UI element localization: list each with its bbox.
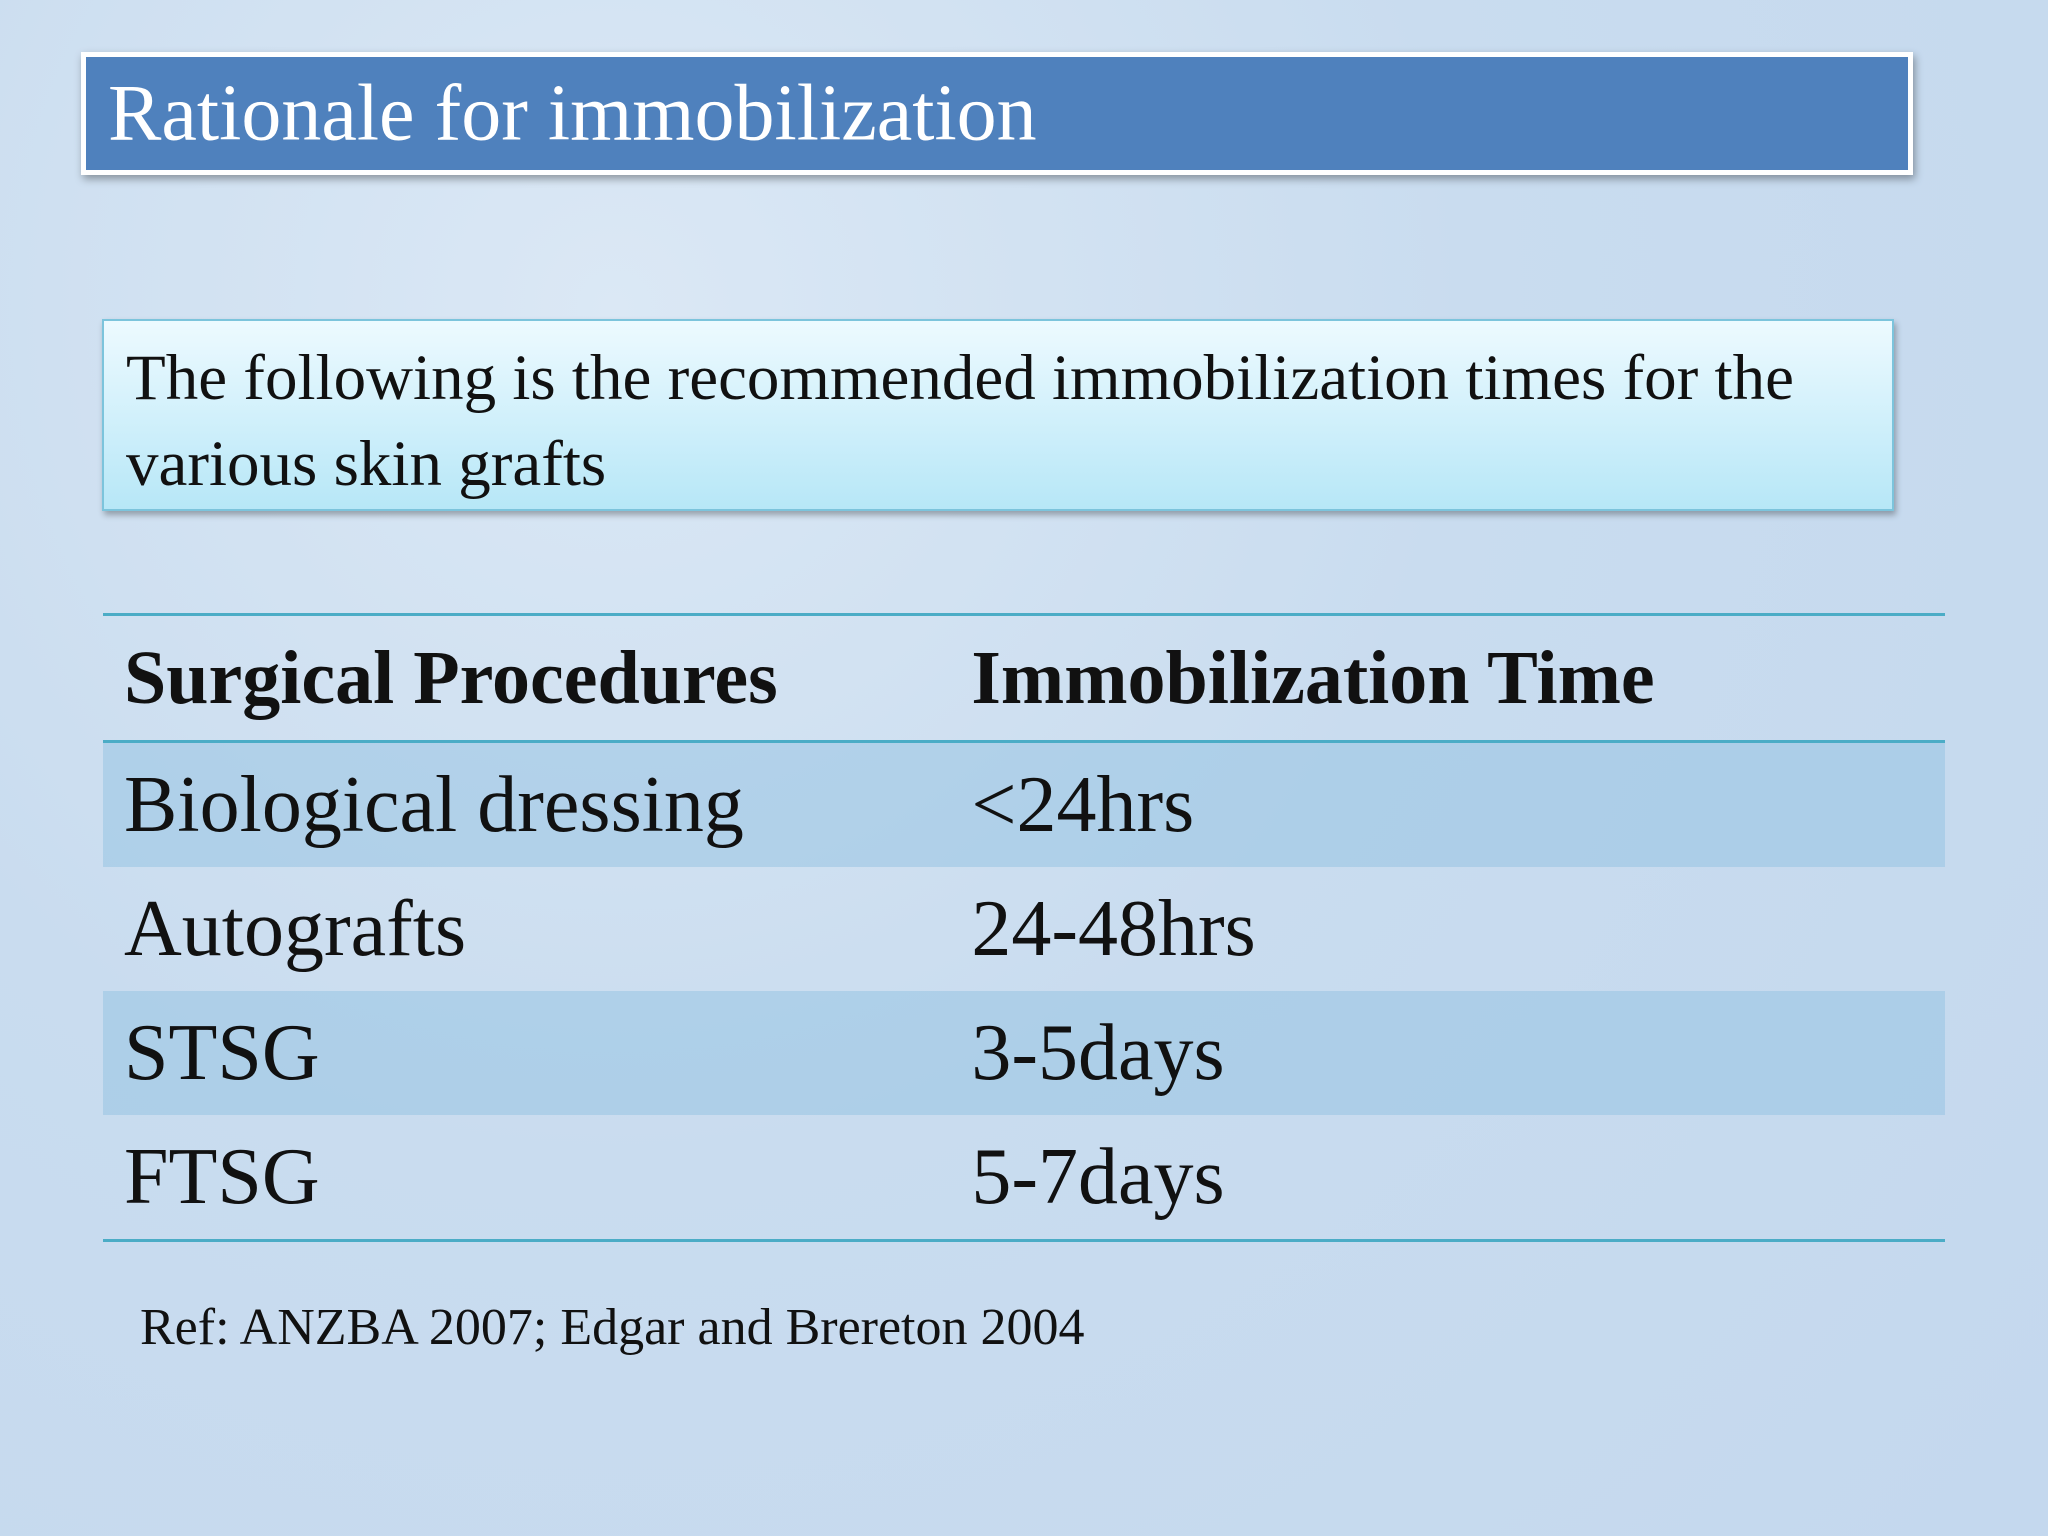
table-cell: <24hrs xyxy=(950,741,1945,867)
table-cell: 3-5days xyxy=(950,991,1945,1115)
table-row: STSG 3-5days xyxy=(103,991,1945,1115)
table-cell: STSG xyxy=(103,991,951,1115)
table-cell: FTSG xyxy=(103,1115,951,1242)
table-cell: Biological dressing xyxy=(103,741,951,867)
table-row: FTSG 5-7days xyxy=(103,1115,1945,1242)
table-row: Autografts 24-48hrs xyxy=(103,867,1945,991)
table: Surgical Procedures Immobilization Time … xyxy=(103,613,1945,1242)
reference: Ref: ANZBA 2007; Edgar and Brereton 2004 xyxy=(140,1299,1085,1356)
title-box: Rationale for immobilization xyxy=(81,52,1913,175)
table-cell: 5-7days xyxy=(950,1115,1945,1242)
title: Rationale for immobilization xyxy=(108,69,1037,157)
table-cell: Autografts xyxy=(124,884,467,973)
column-header: Surgical Procedures xyxy=(103,613,951,743)
header-row: Surgical Procedures Immobilization Time xyxy=(103,613,1945,743)
column-header: Immobilization Time xyxy=(950,613,1945,743)
table-row: Biological dressing <24hrs xyxy=(103,741,1945,867)
intro-box: The following is the recommended immobil… xyxy=(102,319,1894,511)
table-cell: 24-48hrs xyxy=(971,884,1256,973)
